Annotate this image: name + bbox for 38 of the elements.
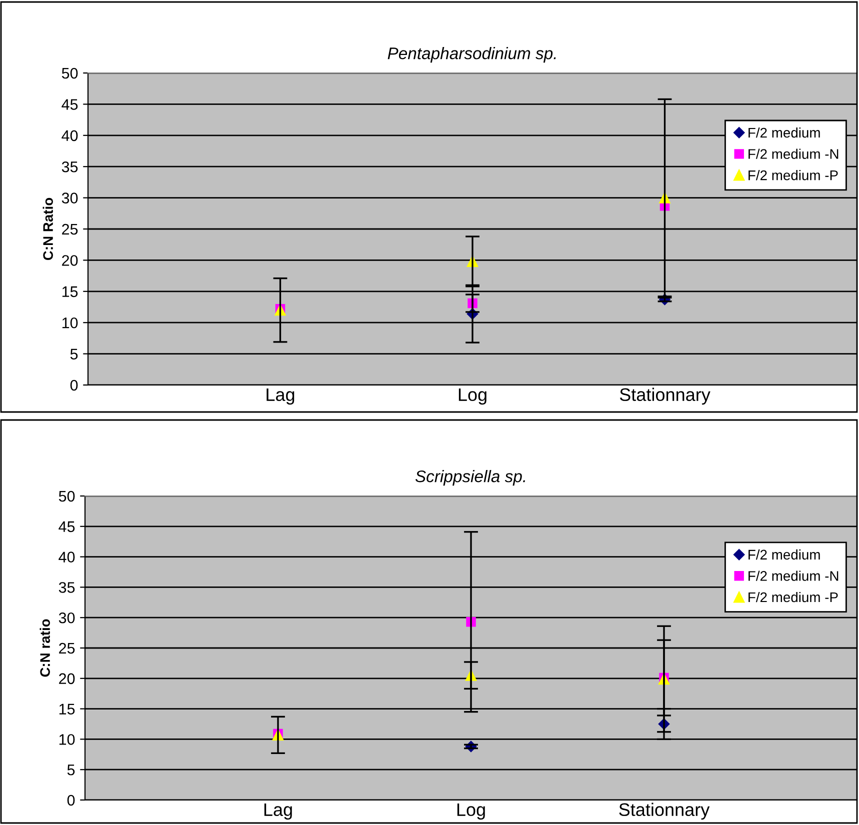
y-tick-label: 5 [70, 348, 78, 360]
y-tick-label: 50 [58, 490, 75, 502]
y-tick-label: 40 [58, 552, 75, 562]
y-axis-title: C:N ratio [40, 619, 50, 677]
x-tick-label: Stationnary [620, 388, 710, 405]
y-tick-label: 30 [58, 612, 75, 624]
y-tick-label: 20 [62, 255, 78, 266]
legend-label: F/2 medium -P [748, 592, 838, 602]
y-tick-label: 35 [58, 582, 75, 593]
legend-label: F/2 medium -N [748, 570, 838, 581]
y-tick-label: 25 [59, 642, 75, 654]
y-tick-label: 0 [67, 794, 75, 806]
x-tick-label: Lag [266, 388, 294, 405]
chart-title: Scrippsiella sp. [415, 470, 526, 486]
y-tick-label: 15 [62, 286, 78, 298]
y-tick-label: 20 [59, 673, 75, 684]
y-tick-label: 35 [62, 161, 78, 172]
legend-label: F/2 medium -P [748, 170, 838, 180]
legend-label: F/2 medium -N [748, 148, 838, 159]
legend-label: F/2 medium [748, 549, 820, 560]
y-tick-label: 30 [62, 192, 78, 204]
x-tick-label: Lag [264, 803, 292, 820]
y-tick-label: 45 [58, 521, 75, 532]
y-tick-label: 25 [62, 224, 78, 235]
y-tick-label: 50 [62, 68, 78, 79]
legend-label: F/2 medium [748, 127, 820, 138]
y-tick-label: 45 [62, 99, 78, 110]
x-tick-label: Log [457, 803, 485, 820]
x-tick-label: Log [458, 388, 486, 405]
chart-title: Pentapharsodinium sp. [388, 47, 556, 63]
y-tick-label: 10 [59, 734, 75, 745]
y-tick-label: 15 [59, 704, 75, 714]
y-tick-label: 0 [70, 380, 78, 391]
y-axis-title: C:N Ratio [42, 198, 53, 260]
y-tick-label: 40 [62, 130, 78, 142]
x-tick-label: Stationnary [619, 802, 710, 820]
y-tick-label: 5 [67, 764, 75, 776]
y-tick-label: 10 [62, 317, 78, 328]
